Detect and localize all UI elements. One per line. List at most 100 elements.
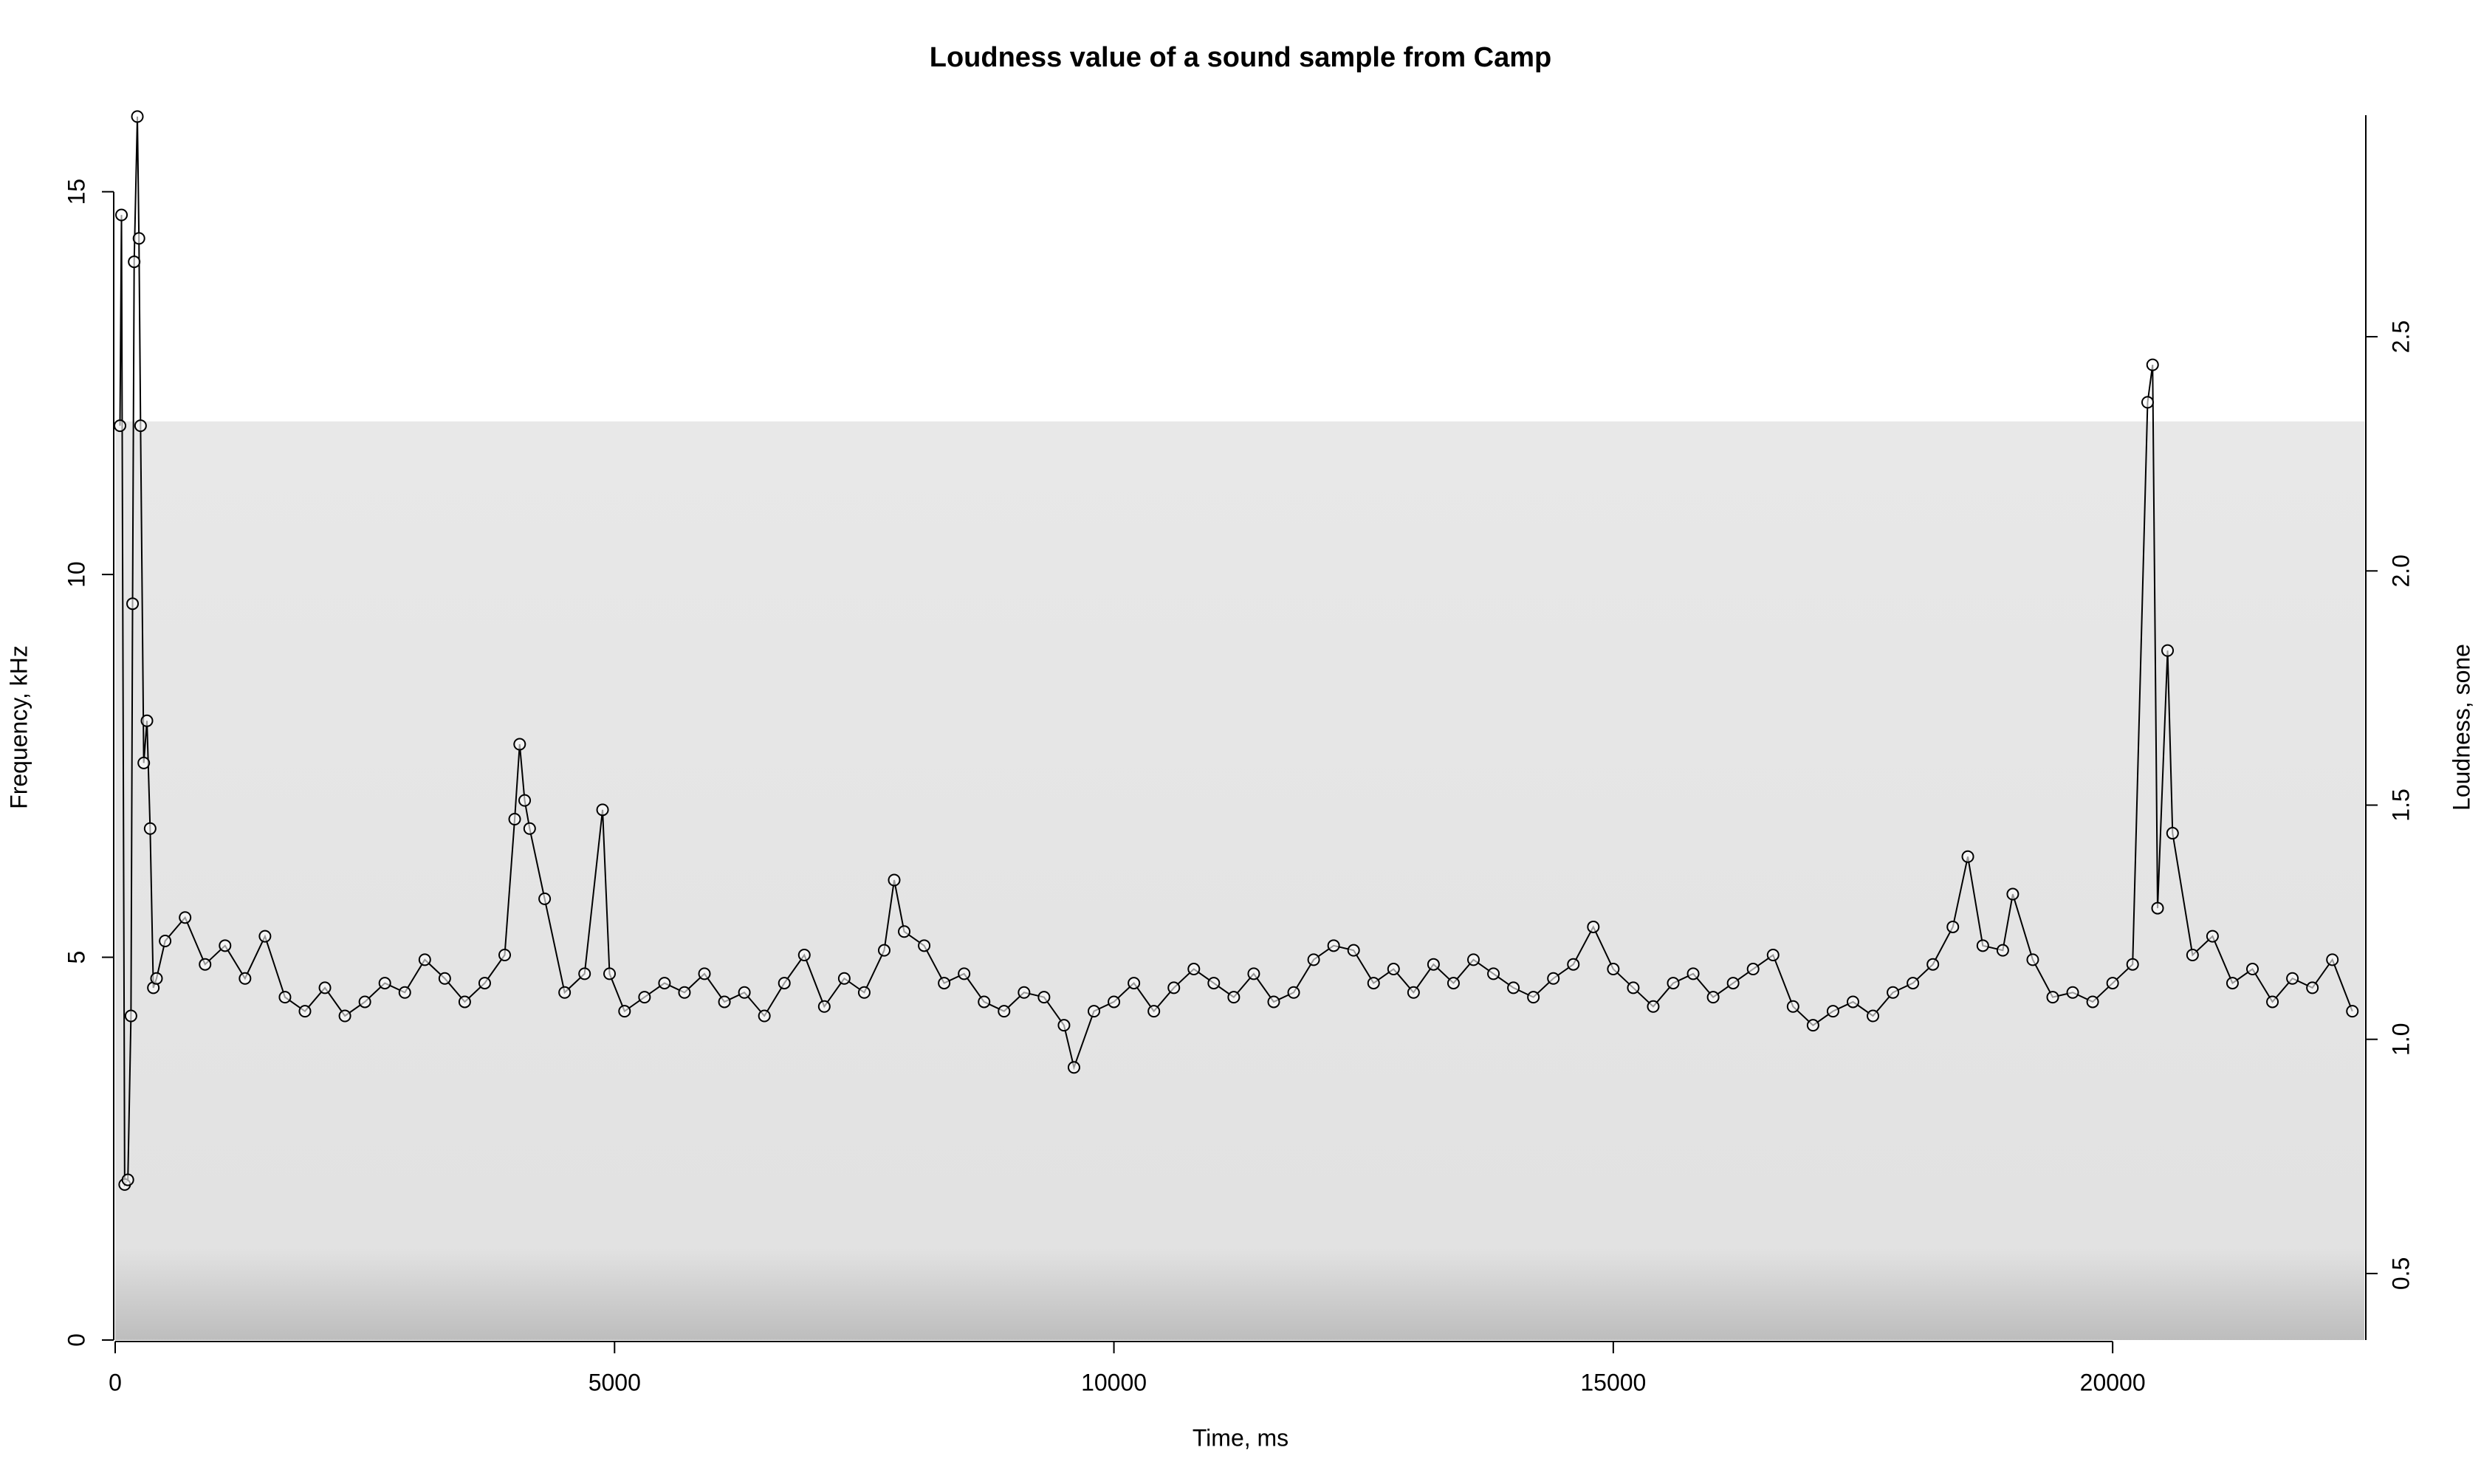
loudness-point: [1907, 977, 1920, 990]
y-tick-label: 10: [63, 561, 89, 588]
loudness-point: [1627, 981, 1640, 995]
loudness-point: [678, 986, 691, 999]
y2-tick-label: 1.0: [2387, 1023, 2414, 1055]
y2-tick-label: 1.5: [2387, 789, 2414, 821]
loudness-point: [2306, 981, 2319, 995]
loudness-point: [898, 925, 911, 938]
loudness-point: [1128, 977, 1141, 990]
loudness-point: [1347, 944, 1360, 957]
loudness-point: [837, 972, 851, 985]
loudness-point: [1667, 977, 1680, 990]
loudness-point: [1996, 944, 2009, 957]
loudness-point: [2326, 953, 2339, 966]
loudness-point: [2151, 901, 2164, 915]
loudness-point: [2166, 827, 2179, 840]
loudness-point: [1167, 981, 1181, 995]
loudness-point: [738, 986, 751, 999]
loudness-point: [1407, 986, 1420, 999]
loudness-point: [1647, 1000, 1660, 1013]
loudness-point: [1088, 1005, 1101, 1018]
loudness-point: [1067, 1061, 1080, 1074]
loudness-point: [115, 208, 128, 221]
y-tick-label: 0: [63, 1333, 89, 1347]
loudness-point: [1587, 920, 1600, 933]
loudness-point: [1307, 953, 1320, 966]
loudness-point: [1427, 958, 1440, 971]
x-tick-label: 15000: [1580, 1369, 1646, 1395]
loudness-point: [998, 1005, 1011, 1018]
loudness-point: [378, 977, 391, 990]
loudness-point: [1147, 1005, 1161, 1018]
loudness-point: [2186, 949, 2199, 962]
loudness-point: [508, 813, 521, 826]
loudness-point: [126, 597, 140, 611]
loudness-point: [1946, 920, 1960, 933]
loudness-point: [1887, 986, 1900, 999]
y2-tick-label: 2.0: [2387, 554, 2414, 587]
loudness-point: [2286, 972, 2299, 985]
loudness-point: [1207, 977, 1221, 990]
loudness-point: [498, 949, 512, 962]
loudness-point: [2246, 963, 2259, 976]
loudness-point: [778, 977, 791, 990]
loudness-point: [318, 981, 332, 995]
loudness-point: [2046, 991, 2059, 1004]
loudness-point: [298, 1005, 312, 1018]
loudness-point: [121, 1173, 134, 1186]
loudness-point: [718, 995, 731, 1009]
loudness-point: [1227, 991, 1240, 1004]
loudness-point: [1108, 995, 1121, 1009]
loudness-point: [1567, 958, 1580, 971]
loudness-point: [1786, 1000, 1799, 1013]
loudness-point: [618, 1005, 631, 1018]
loudness-point: [132, 232, 145, 245]
loudness-point: [2206, 930, 2219, 943]
loudness-point: [1607, 963, 1620, 976]
loudness-point: [159, 934, 172, 947]
loudness-point: [1387, 963, 1400, 976]
loudness-point: [1846, 995, 1859, 1009]
loudness-point: [578, 967, 591, 980]
loudness-point: [134, 419, 147, 433]
loudness-point: [2226, 977, 2239, 990]
loudness-point: [698, 967, 711, 980]
loudness-point: [1487, 967, 1500, 980]
y-tick-label: 5: [63, 951, 89, 964]
loudness-point: [1267, 995, 1280, 1009]
loudness-point: [513, 738, 526, 751]
loudness-point: [1527, 991, 1540, 1004]
loudness-point: [2146, 358, 2159, 371]
loudness-point: [888, 873, 901, 887]
loudness-point: [358, 995, 371, 1009]
loudness-point: [1057, 1019, 1071, 1032]
x-axis-label: Time, ms: [1193, 1424, 1288, 1451]
loudness-point: [179, 911, 192, 924]
loudness-point: [458, 995, 471, 1009]
loudness-point: [1367, 977, 1380, 990]
chart-title: Loudness value of a sound sample from Ca…: [930, 42, 1552, 73]
loudness-point: [124, 1009, 137, 1023]
loudness-point: [538, 892, 552, 905]
x-tick-label: 5000: [588, 1369, 641, 1395]
loudness-point: [239, 972, 252, 985]
loudness-point: [2066, 986, 2079, 999]
loudness-point: [2106, 977, 2119, 990]
loudness-point: [199, 958, 212, 971]
loudness-point: [1447, 977, 1460, 990]
loudness-point: [1686, 967, 1700, 980]
loudness-point: [137, 756, 151, 769]
loudness-point: [2266, 995, 2279, 1009]
loudness-point: [140, 714, 154, 727]
loudness-point: [1467, 953, 1480, 966]
y2-tick-label: 2.5: [2387, 320, 2414, 353]
loudness-point: [150, 972, 163, 985]
y2-axis-label: Loudness, sone: [2448, 644, 2474, 811]
y-tick-label: 15: [63, 179, 89, 205]
loudness-point: [338, 1009, 351, 1023]
y-axis-label: Frequency, kHz: [5, 645, 32, 809]
loudness-point: [438, 972, 451, 985]
loudness-point: [2126, 958, 2139, 971]
loudness-point: [658, 977, 671, 990]
loudness-point: [558, 986, 572, 999]
loudness-point: [398, 986, 411, 999]
